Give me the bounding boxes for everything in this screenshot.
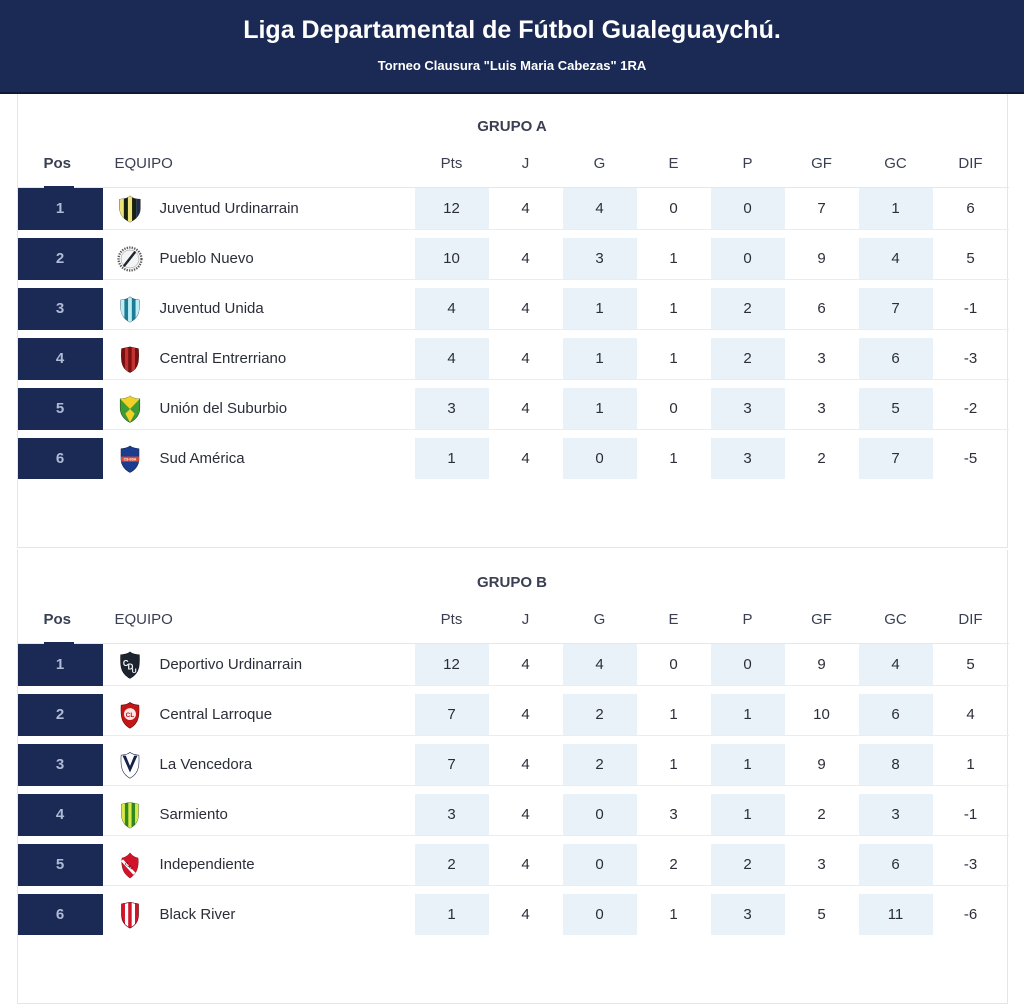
- svg-text:CS-SSA: CS-SSA: [123, 457, 136, 461]
- svg-text:CL: CL: [125, 711, 134, 718]
- svg-text:U: U: [131, 667, 136, 674]
